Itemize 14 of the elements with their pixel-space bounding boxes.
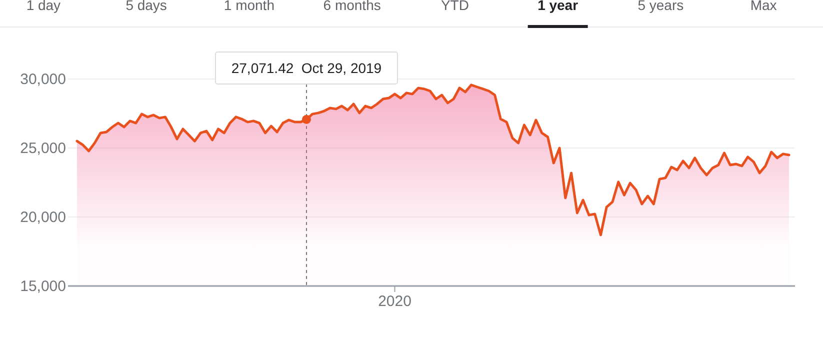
text: 27,071.42 Oct 29, 2019 (231, 60, 382, 76)
text: 1 month (224, 0, 274, 13)
y-tick-label: 25,000 (20, 140, 66, 157)
text: Max (750, 0, 777, 13)
text: YTD (440, 0, 469, 13)
x-tick-label: 2020 (378, 293, 412, 310)
text: 6 months (323, 0, 381, 13)
y-tick-label: 15,000 (20, 278, 66, 295)
text: 1 year (538, 0, 579, 13)
text: 5 years (638, 0, 684, 13)
y-tick-label: 30,000 (20, 71, 66, 88)
text: 1 day (26, 0, 61, 13)
text: 5 days (126, 0, 167, 13)
y-tick-label: 20,000 (20, 209, 66, 226)
